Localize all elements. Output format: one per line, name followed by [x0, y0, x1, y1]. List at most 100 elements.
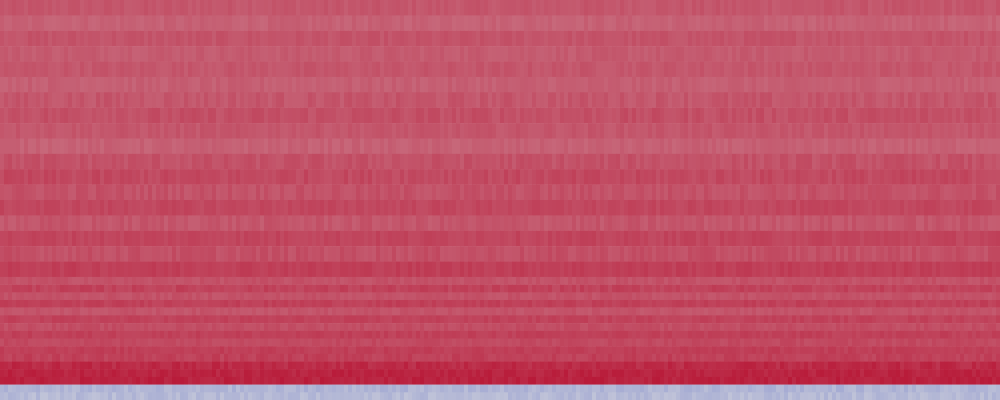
heatmap-cell: [848, 261, 853, 278]
heatmap-cell: [608, 76, 613, 93]
heatmap-cell: [520, 138, 525, 155]
heatmap-cell: [372, 230, 377, 247]
heatmap-cell: [828, 215, 833, 231]
heatmap-cell: [804, 230, 809, 247]
heatmap-cell: [200, 261, 205, 278]
heatmap-cell: [872, 123, 877, 139]
heatmap-cell: [904, 92, 909, 108]
heatmap-cell: [760, 61, 765, 78]
heatmap-cell: [724, 30, 729, 47]
heatmap-cell: [624, 230, 629, 247]
heatmap-cell: [340, 46, 345, 62]
heatmap-cell: [344, 46, 349, 62]
heatmap-cell: [688, 123, 693, 139]
heatmap-cell: [640, 215, 645, 231]
heatmap-cell: [816, 200, 821, 216]
heatmap-cell: [740, 138, 745, 155]
heatmap-cell: [116, 123, 121, 139]
heatmap-cell: [972, 30, 977, 47]
heatmap-cell: [384, 169, 389, 185]
heatmap-cell: [428, 200, 433, 216]
heatmap-cell: [628, 284, 633, 293]
heatmap-cell: [156, 230, 161, 247]
heatmap-cell: [484, 261, 489, 278]
heatmap-cell: [268, 138, 273, 155]
heatmap-cell: [380, 15, 385, 31]
heatmap-cell: [104, 200, 109, 216]
heatmap-cell: [780, 153, 785, 170]
heatmap-cell: [432, 76, 437, 93]
heatmap-cell: [820, 76, 825, 93]
heatmap-cell: [868, 61, 873, 78]
heatmap-cell: [964, 276, 969, 285]
heatmap-cell: [776, 123, 781, 139]
heatmap-cell: [192, 92, 197, 108]
heatmap-cell: [408, 46, 413, 62]
heatmap-cell: [812, 46, 817, 62]
heatmap-cell: [296, 15, 301, 31]
heatmap-cell: [456, 184, 461, 201]
heatmap-cell: [480, 92, 485, 108]
heatmap-cell: [556, 169, 561, 185]
heatmap-cell: [348, 284, 353, 293]
heatmap-cell: [176, 61, 181, 78]
heatmap-cell: [140, 261, 145, 278]
heatmap-cell: [680, 30, 685, 47]
heatmap-cell: [416, 15, 421, 31]
heatmap-cell: [440, 200, 445, 216]
heatmap-cell: [368, 200, 373, 216]
heatmap-cell: [440, 284, 445, 293]
heatmap-cell: [120, 184, 125, 201]
heatmap-cell: [664, 76, 669, 93]
heatmap-cell: [160, 215, 165, 231]
heatmap-cell: [528, 276, 533, 285]
heatmap-cell: [948, 230, 953, 247]
heatmap-cell: [280, 46, 285, 62]
heatmap-cell: [768, 30, 773, 47]
heatmap-cell: [680, 153, 685, 170]
heatmap-cell: [272, 76, 277, 93]
heatmap-cell: [64, 0, 69, 16]
heatmap-cell: [316, 76, 321, 93]
heatmap-cell: [212, 284, 217, 293]
heatmap-cell: [812, 215, 817, 231]
heatmap-cell: [956, 92, 961, 108]
heatmap-cell: [748, 230, 753, 247]
heatmap-cell: [464, 169, 469, 185]
heatmap-cell: [904, 30, 909, 47]
heatmap-cell: [992, 261, 997, 278]
heatmap-cell: [544, 138, 549, 155]
heatmap-cell: [492, 261, 497, 278]
heatmap-cell: [488, 46, 493, 62]
heatmap-cell: [648, 215, 653, 231]
heatmap-cell: [612, 246, 617, 262]
heatmap-cell: [508, 0, 513, 16]
heatmap-cell: [432, 184, 437, 201]
heatmap-cell: [184, 0, 189, 16]
heatmap-cell: [480, 15, 485, 31]
heatmap-cell: [952, 0, 957, 16]
heatmap-cell: [180, 200, 185, 216]
heatmap-cell: [360, 153, 365, 170]
heatmap-cell: [840, 284, 845, 293]
heatmap-cell: [696, 169, 701, 185]
heatmap-cell: [208, 76, 213, 93]
heatmap-cell: [628, 61, 633, 78]
heatmap-cell: [340, 184, 345, 201]
heatmap-cell: [964, 92, 969, 108]
heatmap-cell: [744, 123, 749, 139]
heatmap-cell: [748, 92, 753, 108]
heatmap-cell: [168, 246, 173, 262]
heatmap-cell: [804, 184, 809, 201]
heatmap-cell: [944, 15, 949, 31]
heatmap-cell: [336, 230, 341, 247]
heatmap-cell: [524, 246, 529, 262]
heatmap-cell: [648, 61, 653, 78]
heatmap-cell: [632, 246, 637, 262]
heatmap-cell: [196, 246, 201, 262]
heatmap-cell: [40, 92, 45, 108]
heatmap-cell: [304, 107, 309, 124]
heatmap-cell: [868, 30, 873, 47]
heatmap-cell: [996, 184, 1000, 201]
heatmap-cell: [940, 0, 945, 16]
